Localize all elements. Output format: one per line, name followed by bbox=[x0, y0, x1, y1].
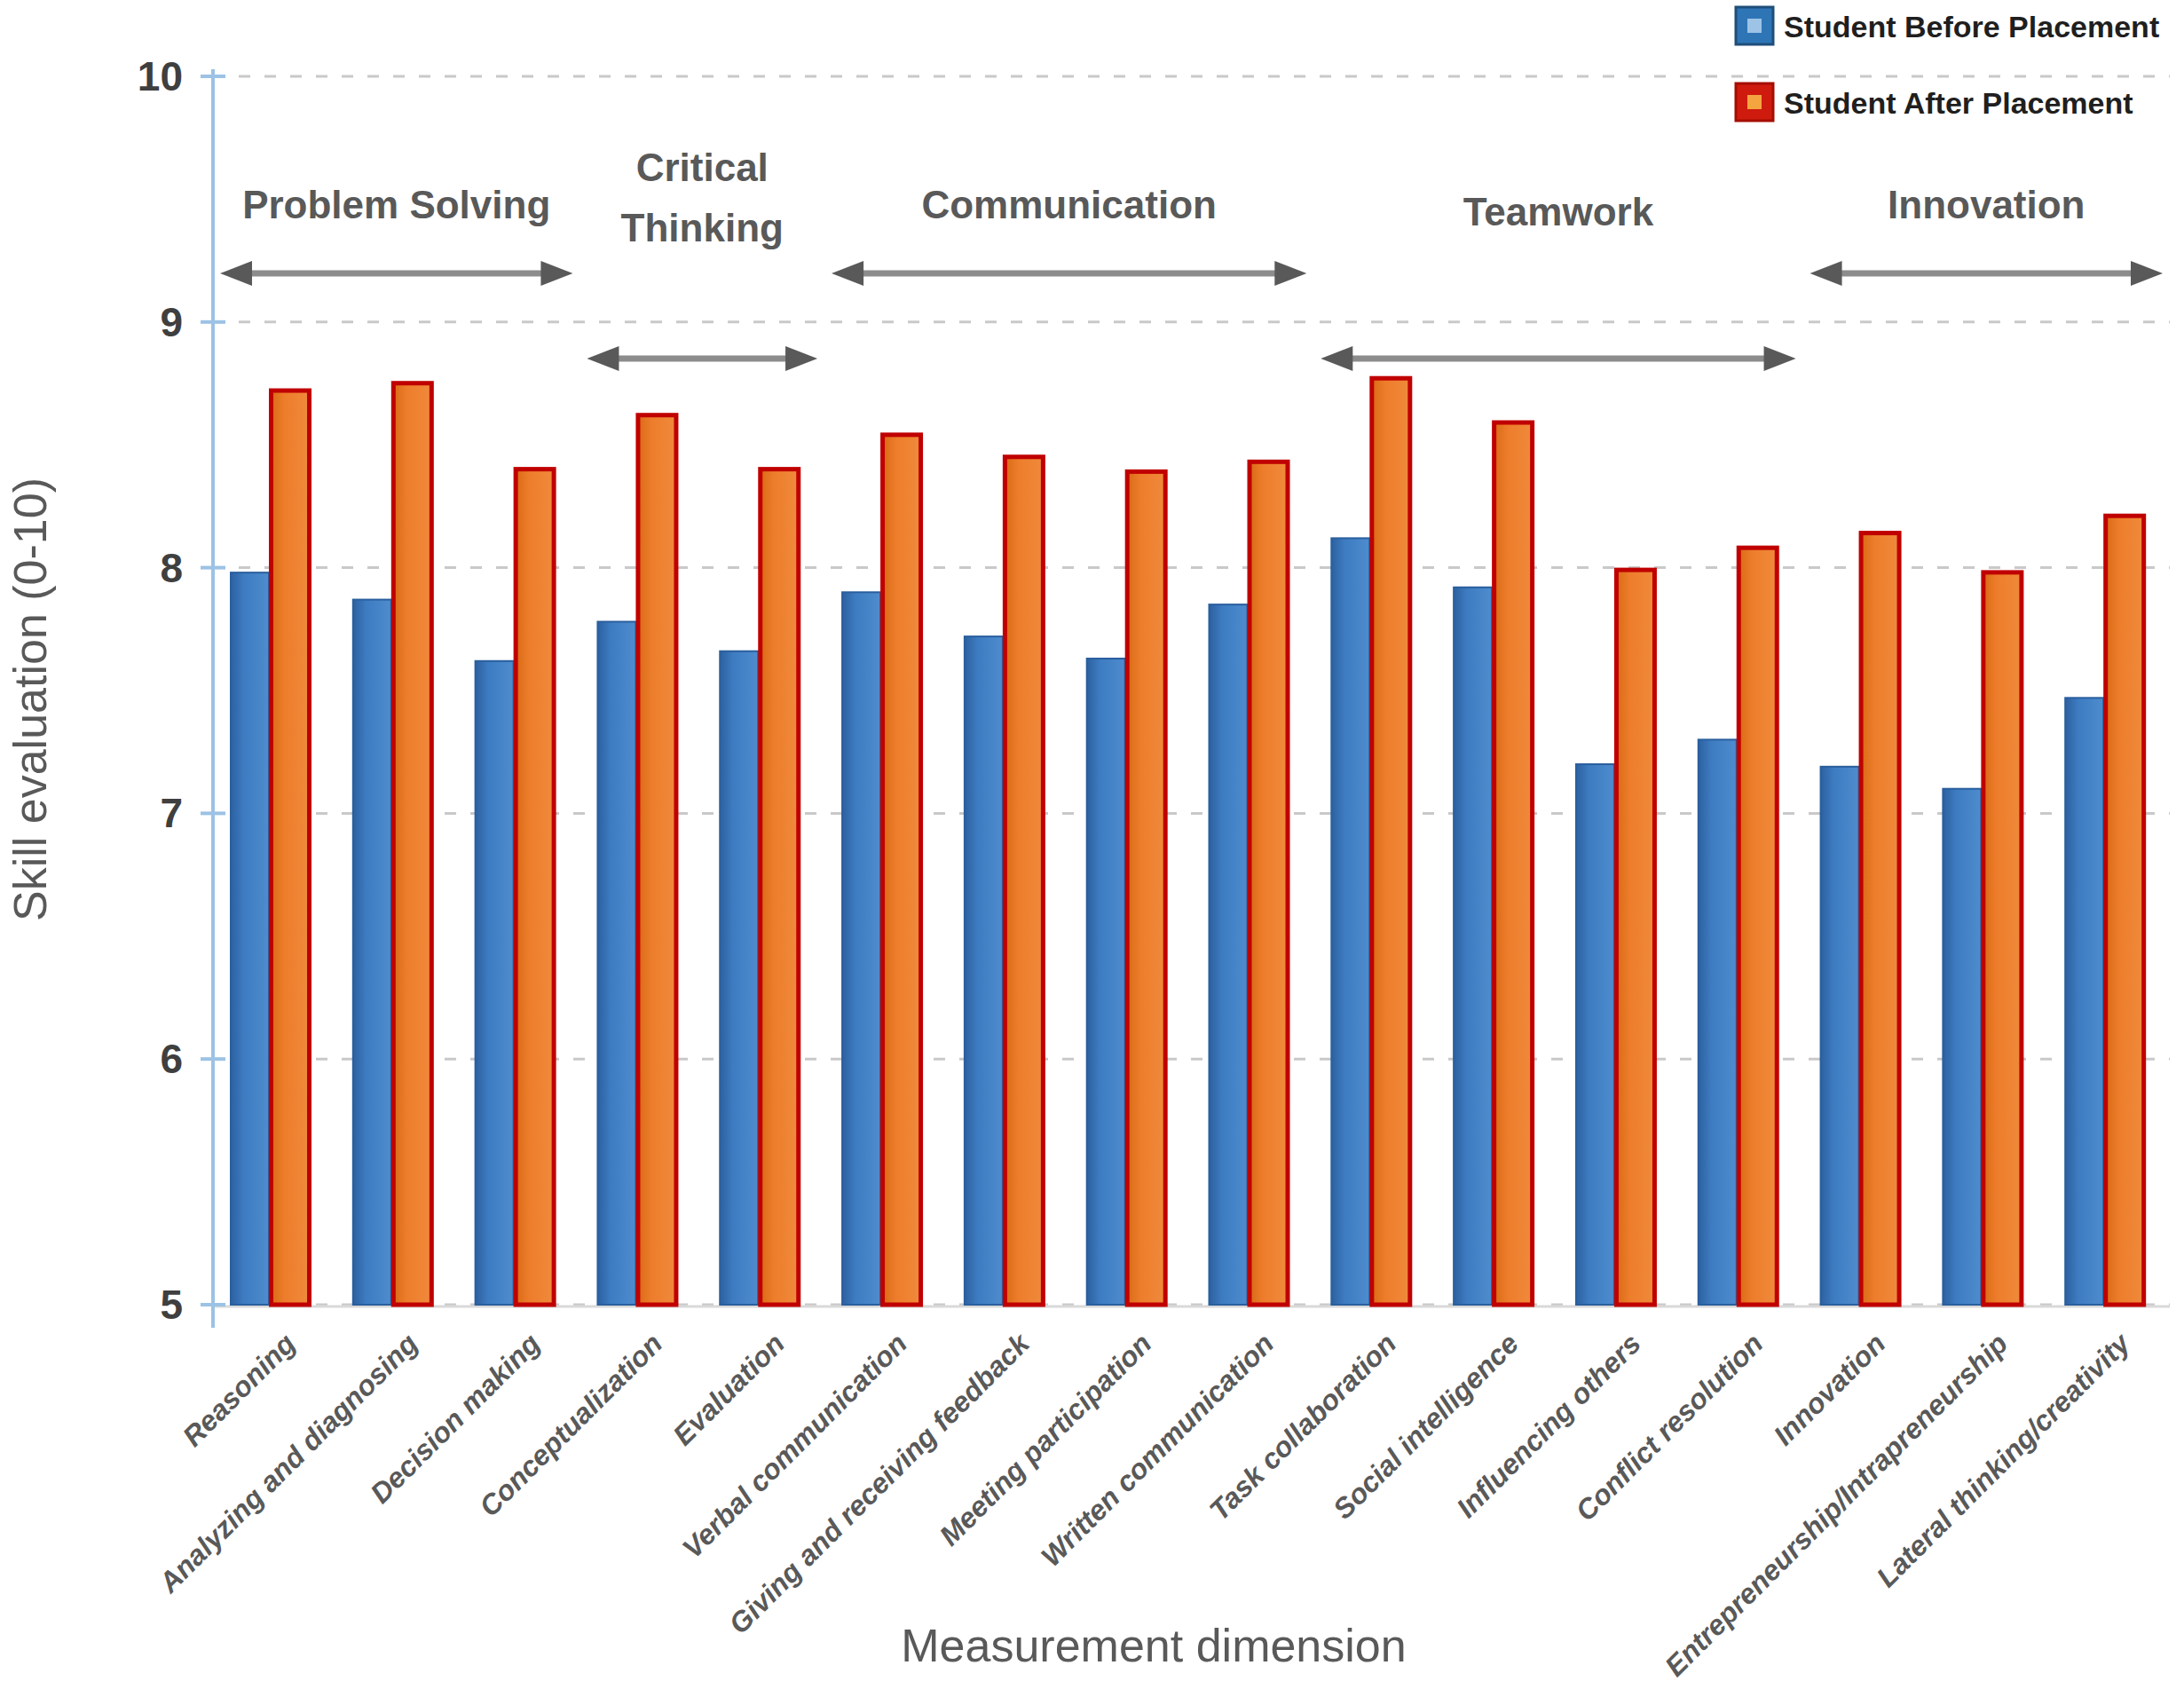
bar-before-evaluation bbox=[720, 651, 758, 1305]
x-tick-label-written-communication: Written communication bbox=[1035, 1327, 1280, 1572]
x-tick-label-analyzing-and-diagnosing: Analyzing and diagnosing bbox=[152, 1327, 423, 1598]
bar-after-conflict-resolution bbox=[1739, 548, 1777, 1305]
bar-before-giving-and-receiving-feedback bbox=[965, 636, 1003, 1305]
legend-label-after: Student After Placement bbox=[1784, 86, 2133, 120]
legend-label-before: Student Before Placement bbox=[1784, 10, 2159, 43]
bar-after-verbal-communication bbox=[883, 435, 921, 1305]
group-arrowhead-right-problem-solving bbox=[540, 261, 572, 286]
y-tick-label-8: 8 bbox=[160, 545, 183, 591]
x-tick-label-innovation: Innovation bbox=[1768, 1327, 1892, 1451]
y-axis-title: Skill evaluation (0-10) bbox=[4, 477, 56, 921]
bar-after-decision-making bbox=[516, 470, 554, 1305]
group-label-critical-thinking-line1: Critical bbox=[636, 146, 769, 189]
group-arrowhead-left-communication bbox=[832, 261, 863, 286]
bar-before-meeting-participation bbox=[1087, 659, 1125, 1305]
chart-figure: 5 6 7 8 9 10 ReasoningAnalyzing and diagnosing… bbox=[0, 0, 2184, 1689]
bar-before-reasoning bbox=[231, 572, 269, 1305]
bar-after-conceptualization bbox=[638, 415, 676, 1305]
bar-before-entrepreneurship-intrapreneurship bbox=[1943, 789, 1981, 1305]
bar-before-influencing-others bbox=[1576, 764, 1614, 1305]
group-arrowhead-left-innovation bbox=[1810, 261, 1842, 286]
group-label-innovation: Innovation bbox=[1888, 183, 2085, 226]
bar-before-decision-making bbox=[476, 661, 514, 1305]
bar-before-analyzing-and-diagnosing bbox=[353, 600, 391, 1305]
group-arrowhead-right-critical-thinking bbox=[785, 346, 817, 371]
legend bbox=[1736, 7, 1773, 121]
bar-before-conflict-resolution bbox=[1699, 739, 1737, 1305]
bar-before-lateral-thinking-creativity bbox=[2065, 698, 2103, 1305]
group-label-communication: Communication bbox=[921, 183, 1216, 226]
bar-after-meeting-participation bbox=[1127, 471, 1165, 1305]
bar-before-conceptualization bbox=[597, 621, 635, 1305]
x-tick-label-reasoning: Reasoning bbox=[177, 1327, 302, 1452]
bar-after-influencing-others bbox=[1616, 570, 1654, 1305]
y-tick-label-6: 6 bbox=[160, 1036, 183, 1082]
x-tick-label-meeting-participation: Meeting participation bbox=[934, 1327, 1158, 1551]
bar-after-written-communication bbox=[1250, 462, 1288, 1305]
bar-after-innovation bbox=[1861, 533, 1899, 1305]
bar-after-reasoning bbox=[272, 391, 310, 1305]
bar-before-social-intelligence bbox=[1454, 588, 1492, 1305]
bar-after-lateral-thinking-creativity bbox=[2106, 516, 2144, 1305]
bar-before-verbal-communication bbox=[842, 592, 880, 1305]
group-arrowhead-left-critical-thinking bbox=[587, 346, 619, 371]
bar-after-evaluation bbox=[761, 470, 799, 1305]
y-tick-label-7: 7 bbox=[160, 790, 183, 836]
bar-before-written-communication bbox=[1210, 604, 1248, 1305]
bar-after-task-collaboration bbox=[1372, 378, 1410, 1305]
legend-marker-inner-after bbox=[1747, 95, 1762, 109]
bar-after-entrepreneurship-intrapreneurship bbox=[1983, 572, 2022, 1305]
group-arrowhead-right-communication bbox=[1274, 261, 1306, 286]
bar-before-task-collaboration bbox=[1331, 538, 1369, 1305]
skill-evaluation-bar-chart: 5 6 7 8 9 10 ReasoningAnalyzing and diagnosing… bbox=[0, 0, 2184, 1689]
legend-marker-inner-before bbox=[1747, 19, 1762, 33]
x-tick-label-verbal-communication: Verbal communication bbox=[676, 1327, 913, 1564]
group-arrowhead-right-teamwork bbox=[1764, 346, 1796, 371]
group-arrowhead-left-teamwork bbox=[1321, 346, 1352, 371]
x-tick-label-lateral-thinking-creativity: Lateral thinking/creativity bbox=[1870, 1326, 2137, 1593]
y-tick-label-5: 5 bbox=[160, 1282, 183, 1328]
bar-after-analyzing-and-diagnosing bbox=[393, 383, 431, 1305]
group-label-problem-solving: Problem Solving bbox=[242, 183, 550, 226]
bar-after-giving-and-receiving-feedback bbox=[1005, 457, 1043, 1305]
group-label-teamwork: Teamwork bbox=[1463, 190, 1654, 233]
x-axis-title: Measurement dimension bbox=[901, 1620, 1406, 1671]
x-tick-label-evaluation: Evaluation bbox=[666, 1327, 791, 1451]
bar-before-innovation bbox=[1821, 767, 1859, 1305]
group-arrowhead-right-innovation bbox=[2131, 261, 2163, 286]
bar-after-social-intelligence bbox=[1494, 422, 1533, 1305]
group-arrowhead-left-problem-solving bbox=[220, 261, 252, 286]
group-label-critical-thinking-line2: Thinking bbox=[621, 206, 784, 249]
y-tick-label-9: 9 bbox=[160, 299, 183, 345]
y-tick-label-10: 10 bbox=[138, 53, 183, 99]
